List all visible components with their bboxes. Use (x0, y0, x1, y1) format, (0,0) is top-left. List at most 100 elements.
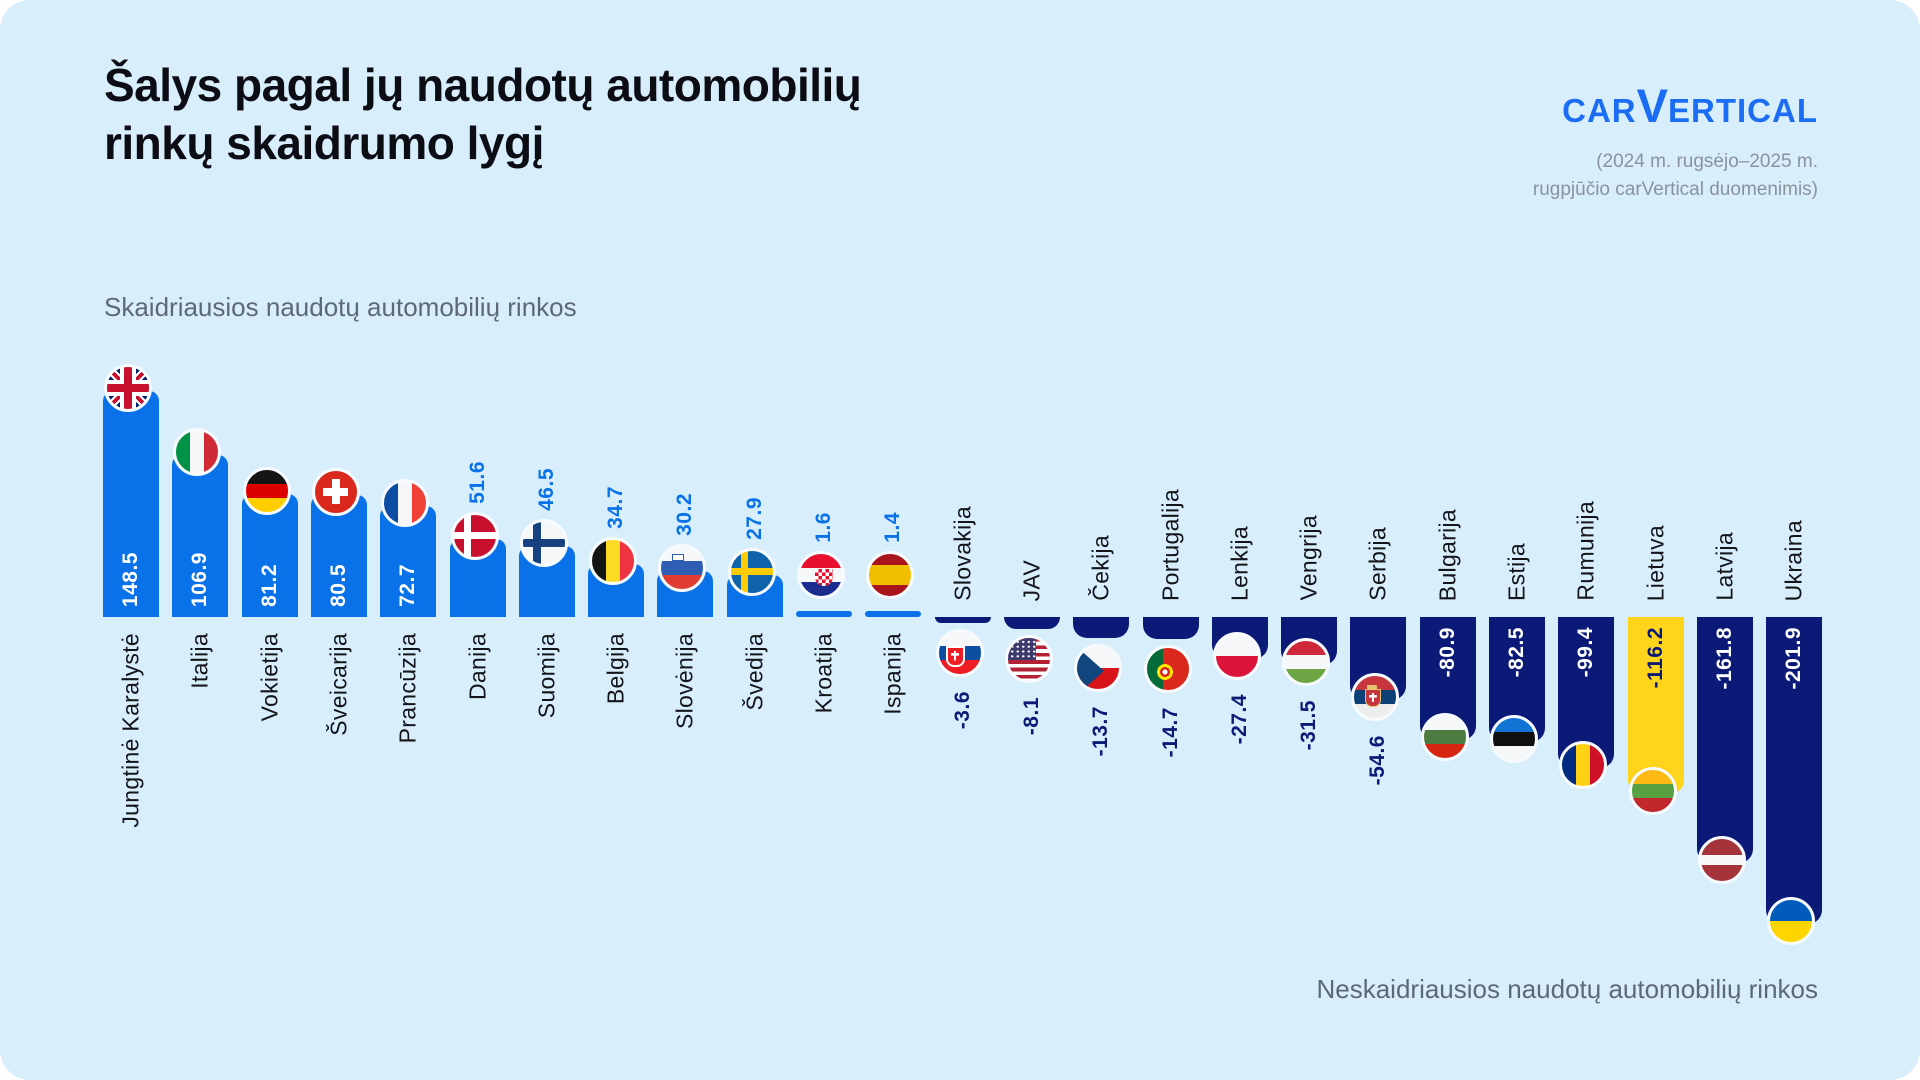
portugal-label: Portugalija (1157, 489, 1183, 601)
romania-flag-icon (1559, 741, 1608, 790)
denmark-value: 51.6 (465, 460, 489, 504)
romania-label: Rumunija (1572, 501, 1599, 601)
serbia-value: -54.6 (1366, 734, 1390, 786)
poland-label: Lenkija (1226, 526, 1253, 601)
carvertical-logo: CAR V ERTICAL (1562, 78, 1818, 133)
ukraine-label: Ukraina (1780, 519, 1807, 601)
logo-text-right: ERTICAL (1668, 92, 1818, 129)
estonia-label: Estija (1503, 542, 1530, 601)
italy-flag-icon (173, 427, 222, 476)
serbia-label: Serbija (1364, 527, 1391, 601)
italy-value: 106.9 (188, 551, 212, 607)
usa-value: -8.1 (1019, 697, 1043, 736)
data-period-note-line2: rugpjūčio carVertical duomenimis) (1532, 179, 1818, 200)
ukraine-bar (1766, 617, 1823, 924)
usa-flag-icon (1004, 635, 1053, 684)
croatia-flag-icon (797, 551, 845, 599)
belgium-label: Belgija (602, 633, 629, 705)
estonia-flag-icon (1490, 715, 1538, 764)
france-label: Prancūzija (394, 633, 421, 744)
finland-label: Suomija (533, 633, 560, 719)
least-transparent-label: Neskaidriausios naudotų automobilių rink… (1316, 974, 1818, 1004)
lithuania-bar (1627, 617, 1684, 794)
data-period-note: (2024 m. rugsėjo–2025 m. rugpjūčio carVe… (1533, 148, 1818, 204)
data-period-note-line1: (2024 m. rugsėjo–2025 m. (1596, 151, 1818, 172)
lithuania-value: -116.2 (1643, 627, 1667, 689)
czechia-value: -13.7 (1089, 705, 1113, 757)
croatia-label: Kroatija (810, 633, 837, 714)
france-value: 72.7 (396, 564, 420, 607)
page-title-line2: rinkų skaidrumo lygį (104, 117, 544, 169)
switzerland-value: 80.5 (326, 564, 350, 607)
czechia-flag-icon (1074, 643, 1123, 692)
bulgaria-flag-icon (1420, 712, 1469, 761)
ukraine-flag-icon (1767, 896, 1816, 945)
germany-value: 81.2 (257, 564, 281, 607)
slovakia-value: -3.6 (950, 691, 974, 730)
italy-label: Italija (186, 633, 213, 689)
estonia-value: -82.5 (1505, 627, 1528, 678)
belgium-value: 34.7 (604, 486, 628, 530)
finland-flag-icon (519, 519, 568, 568)
portugal-bar (1142, 617, 1199, 640)
uk-label: Jungtinė Karalystė (117, 633, 144, 828)
slovenia-label: Slovėnija (671, 633, 698, 730)
uk-value: 148.5 (119, 551, 142, 607)
spain-value: 1.4 (881, 512, 905, 543)
portugal-flag-icon (1143, 645, 1192, 694)
latvia-bar (1696, 617, 1753, 863)
ukraine-value: -201.9 (1782, 627, 1806, 690)
portugal-value: -14.7 (1158, 707, 1182, 758)
croatia-bar (796, 611, 852, 617)
germany-flag-icon (242, 466, 291, 515)
uk-bar (103, 391, 159, 617)
latvia-value: -161.8 (1712, 627, 1736, 690)
finland-value: 46.5 (534, 468, 558, 512)
spain-bar (865, 611, 922, 617)
romania-value: -99.4 (1574, 627, 1598, 678)
logo-v-mark: V (1636, 79, 1668, 132)
sweden-flag-icon (727, 547, 776, 596)
denmark-label: Danija (464, 633, 490, 701)
spain-flag-icon (866, 551, 915, 599)
switzerland-label: Šveicarija (325, 633, 352, 736)
slovenia-value: 30.2 (673, 493, 697, 537)
lithuania-flag-icon (1628, 766, 1677, 815)
hungary-value: -31.5 (1297, 699, 1321, 751)
germany-label: Vokietija (256, 633, 283, 722)
croatia-value: 1.6 (812, 512, 835, 543)
italy-bar (172, 454, 229, 617)
sweden-value: 27.9 (742, 496, 766, 540)
poland-flag-icon (1212, 631, 1261, 680)
hungary-label: Vengrija (1295, 515, 1322, 601)
belgium-flag-icon (589, 537, 638, 586)
czechia-bar (1073, 617, 1130, 638)
sweden-label: Švedija (741, 633, 768, 711)
page-title: Šalys pagal jų naudotų automobilių rinkų… (104, 56, 862, 172)
denmark-flag-icon (450, 511, 499, 560)
uk-flag-icon (104, 364, 152, 413)
france-flag-icon (381, 479, 430, 528)
hungary-flag-icon (1282, 637, 1331, 686)
serbia-flag-icon (1351, 672, 1400, 721)
bulgaria-value: -80.9 (1435, 627, 1459, 678)
slovakia-bar (934, 617, 991, 623)
czechia-label: Čekija (1087, 535, 1114, 601)
most-transparent-label: Skaidriausios naudotų automobilių rinkos (104, 292, 577, 322)
slovakia-label: Slovakija (949, 506, 976, 601)
page-title-line1: Šalys pagal jų naudotų automobilių (104, 59, 862, 111)
poland-value: -27.4 (1227, 693, 1251, 745)
latvia-label: Latvija (1711, 532, 1738, 601)
slovakia-flag-icon (935, 629, 984, 677)
spain-label: Ispanija (879, 633, 906, 715)
slovenia-flag-icon (658, 544, 707, 593)
lithuania-label: Lietuva (1642, 524, 1669, 601)
bulgaria-label: Bulgarija (1434, 508, 1461, 601)
usa-bar (1003, 617, 1060, 630)
switzerland-flag-icon (311, 467, 360, 516)
latvia-flag-icon (1697, 835, 1746, 884)
logo-text-left: CAR (1562, 92, 1637, 129)
usa-label: JAV (1018, 559, 1045, 601)
